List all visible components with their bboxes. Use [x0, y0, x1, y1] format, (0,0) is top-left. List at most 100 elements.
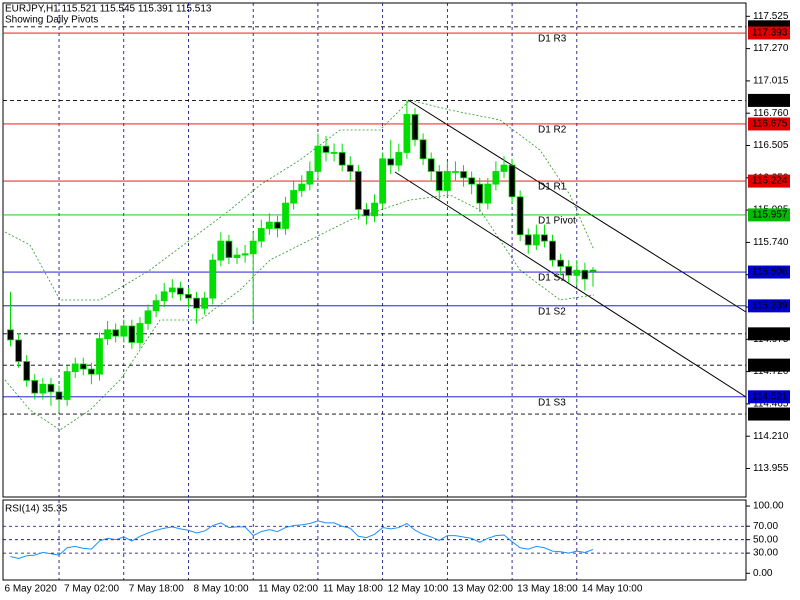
candle-body [476, 183, 484, 204]
channel-upper [407, 99, 747, 313]
y-tick-label: 117.015 [753, 76, 789, 87]
price-box-label: 114.771 [752, 360, 788, 371]
pivot-label: D1 S3 [538, 397, 566, 408]
pivot-label: D1 R1 [538, 182, 567, 193]
candle-body [185, 293, 192, 299]
candle-body [435, 171, 443, 191]
price-box [748, 93, 790, 107]
candle-body [152, 300, 160, 312]
band-lower [4, 194, 595, 431]
price-box [748, 327, 790, 341]
price-box-label: 114.385 [752, 409, 788, 420]
rsi-title: RSI(14) 35.35 [5, 504, 68, 515]
pivot-label: D1 Pivot [538, 216, 576, 227]
price-box-label: 117.393 [752, 28, 788, 39]
candle-body [136, 323, 144, 343]
candle-body [168, 287, 176, 293]
price-box-label: 115.957 [752, 210, 788, 221]
candle-body [217, 240, 225, 261]
candle-body [314, 145, 322, 172]
candle-body [589, 269, 597, 272]
y-tick-label: 117.270 [753, 43, 789, 54]
candle-body [79, 363, 87, 370]
rsi-line [10, 520, 594, 560]
y-tick-label: 115.740 [753, 237, 789, 248]
candle-body [492, 171, 500, 185]
candle-body [23, 361, 31, 381]
price-box [748, 26, 790, 40]
candle-body [549, 240, 556, 261]
y-tick-label: 116.505 [753, 140, 789, 151]
candle-body [541, 234, 548, 242]
candle-body [500, 164, 508, 172]
candle-body [371, 202, 378, 217]
candle-body [128, 325, 136, 343]
chart-title: EURJPY,H1 115.521 115.545 115.391 115.51… [5, 4, 212, 15]
candle-body [274, 221, 281, 229]
candle-body [338, 152, 346, 166]
candle-body [209, 259, 217, 299]
y-tick-label: 114.720 [753, 366, 789, 377]
x-tick-label: 13 May 18:00 [517, 584, 578, 595]
price-box-label: 116.861 [752, 95, 788, 106]
candle-body [484, 183, 492, 204]
y-tick-label: 113.955 [753, 463, 789, 474]
price-box-label: 115.239 [752, 301, 788, 312]
price-box [748, 174, 790, 188]
decorations [4, 99, 747, 431]
pivot-label: D1 S2 [538, 307, 566, 318]
candle-body [249, 240, 257, 255]
candle-body [71, 363, 79, 372]
candle-body [460, 171, 467, 179]
candle-body [201, 297, 209, 309]
candle-body [452, 171, 459, 173]
candle-body [363, 209, 370, 217]
candle-body [468, 177, 476, 185]
candle-body [443, 171, 451, 191]
price-box [748, 358, 790, 372]
price-box [748, 390, 790, 404]
candle-body [565, 266, 573, 276]
y-tick-label: 116.760 [753, 108, 789, 119]
candle-body [257, 228, 265, 242]
price-box [748, 117, 790, 131]
x-tick-label: 7 May 18:00 [129, 584, 184, 595]
candle-body [330, 152, 338, 154]
y-tick-label: 117.525 [753, 11, 789, 22]
pivot-label: D1 S1 [538, 273, 566, 284]
candle-body [419, 139, 427, 160]
price-box-label: 116.675 [752, 119, 788, 130]
candle-body [306, 171, 314, 185]
candle-body [532, 234, 540, 246]
candle-body [225, 240, 233, 258]
candle-body [176, 287, 184, 295]
x-tick-label: 12 May 10:00 [388, 584, 449, 595]
candle-body [31, 380, 39, 394]
price-box [748, 208, 790, 222]
x-tick-label: 14 May 10:00 [582, 584, 643, 595]
candle-body [15, 339, 22, 362]
candle-body [88, 368, 95, 375]
band-upper [4, 99, 595, 301]
candle-body [508, 164, 516, 198]
candle-body [265, 221, 273, 229]
candle-body [193, 297, 200, 309]
pivot-label: D1 R3 [538, 34, 567, 45]
price-box [748, 265, 790, 279]
channel-lower [394, 171, 747, 398]
candle-body [516, 196, 524, 236]
candle-body [160, 291, 168, 302]
candle-body [233, 254, 241, 258]
chart-subtitle: Showing Daily Pivots [5, 15, 98, 26]
candle-body [112, 329, 120, 337]
price-box-label: 114.521 [752, 391, 788, 402]
price-box-label: 115.506 [752, 267, 788, 278]
candle-body [557, 259, 565, 267]
y-tick-label: 30.00 [753, 548, 778, 559]
price-panel [2, 2, 747, 498]
x-tick-label: 13 May 02:00 [452, 584, 513, 595]
y-tick-label: 0.00 [753, 568, 773, 579]
candle-body [63, 371, 71, 400]
